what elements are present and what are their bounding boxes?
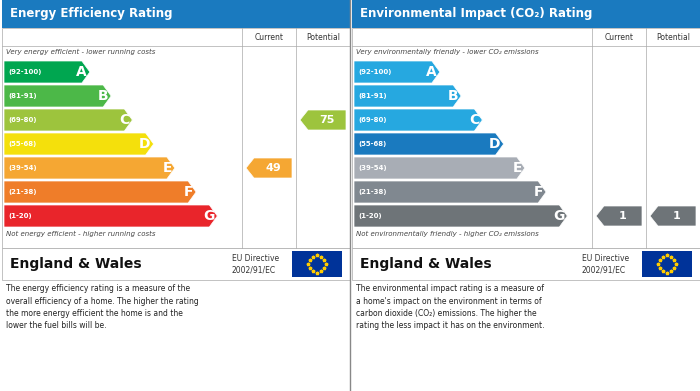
Text: (92-100): (92-100) [358,69,391,75]
Text: C: C [469,113,480,127]
Text: G: G [553,209,564,223]
Text: A: A [76,65,87,79]
Polygon shape [354,85,461,107]
Bar [352,0,700,28]
Text: EU Directive
2002/91/EC: EU Directive 2002/91/EC [232,254,279,274]
Text: (81-91): (81-91) [358,93,386,99]
Text: 75: 75 [319,115,335,125]
Polygon shape [4,109,132,131]
Text: Potential: Potential [656,32,690,41]
Text: Current: Current [605,32,634,41]
Text: The energy efficiency rating is a measure of the
overall efficiency of a home. T: The energy efficiency rating is a measur… [6,284,199,330]
Polygon shape [354,109,482,131]
Text: Current: Current [255,32,284,41]
Text: (69-80): (69-80) [8,117,36,123]
Text: (1-20): (1-20) [358,213,382,219]
Text: (39-54): (39-54) [358,165,386,171]
Text: EU Directive
2002/91/EC: EU Directive 2002/91/EC [582,254,629,274]
Text: Environmental Impact (CO₂) Rating: Environmental Impact (CO₂) Rating [360,7,592,20]
Text: (21-38): (21-38) [358,189,386,195]
Polygon shape [4,205,217,227]
Text: Very energy efficient - lower running costs: Very energy efficient - lower running co… [6,49,155,55]
Text: 1: 1 [673,211,681,221]
Text: (92-100): (92-100) [8,69,41,75]
Text: A: A [426,65,437,79]
Polygon shape [300,110,346,130]
Text: (39-54): (39-54) [8,165,36,171]
Text: 49: 49 [265,163,281,173]
Text: Potential: Potential [306,32,340,41]
Text: (55-68): (55-68) [358,141,386,147]
Text: C: C [119,113,130,127]
Text: Energy Efficiency Rating: Energy Efficiency Rating [10,7,172,20]
Text: Not energy efficient - higher running costs: Not energy efficient - higher running co… [6,231,155,237]
Text: F: F [183,185,193,199]
Polygon shape [650,206,696,226]
Polygon shape [4,157,175,179]
Text: G: G [203,209,214,223]
Text: Very environmentally friendly - lower CO₂ emissions: Very environmentally friendly - lower CO… [356,49,538,55]
Text: E: E [512,161,522,175]
Text: Not environmentally friendly - higher CO₂ emissions: Not environmentally friendly - higher CO… [356,231,539,237]
Polygon shape [4,181,196,203]
Bar [2,0,350,28]
Text: F: F [533,185,543,199]
Bar [352,248,700,280]
Polygon shape [596,206,642,226]
Text: (81-91): (81-91) [8,93,36,99]
Polygon shape [246,158,292,178]
Text: E: E [162,161,172,175]
Polygon shape [354,205,567,227]
Polygon shape [354,157,525,179]
Bar [2,248,350,280]
Text: (1-20): (1-20) [8,213,32,219]
Text: England & Wales: England & Wales [10,257,141,271]
Polygon shape [4,61,90,83]
Text: B: B [97,89,108,103]
Polygon shape [4,85,111,107]
Text: (69-80): (69-80) [358,117,386,123]
Text: (21-38): (21-38) [8,189,36,195]
Text: England & Wales: England & Wales [360,257,491,271]
Bar [292,251,342,277]
Text: 1: 1 [619,211,627,221]
Bar [642,251,692,277]
Polygon shape [354,133,503,155]
Polygon shape [354,61,440,83]
Bar [352,28,700,248]
Text: B: B [447,89,458,103]
Bar [2,28,350,248]
Text: D: D [489,137,500,151]
Text: The environmental impact rating is a measure of
a home's impact on the environme: The environmental impact rating is a mea… [356,284,545,330]
Polygon shape [4,133,153,155]
Polygon shape [354,181,546,203]
Text: (55-68): (55-68) [8,141,36,147]
Text: D: D [139,137,150,151]
